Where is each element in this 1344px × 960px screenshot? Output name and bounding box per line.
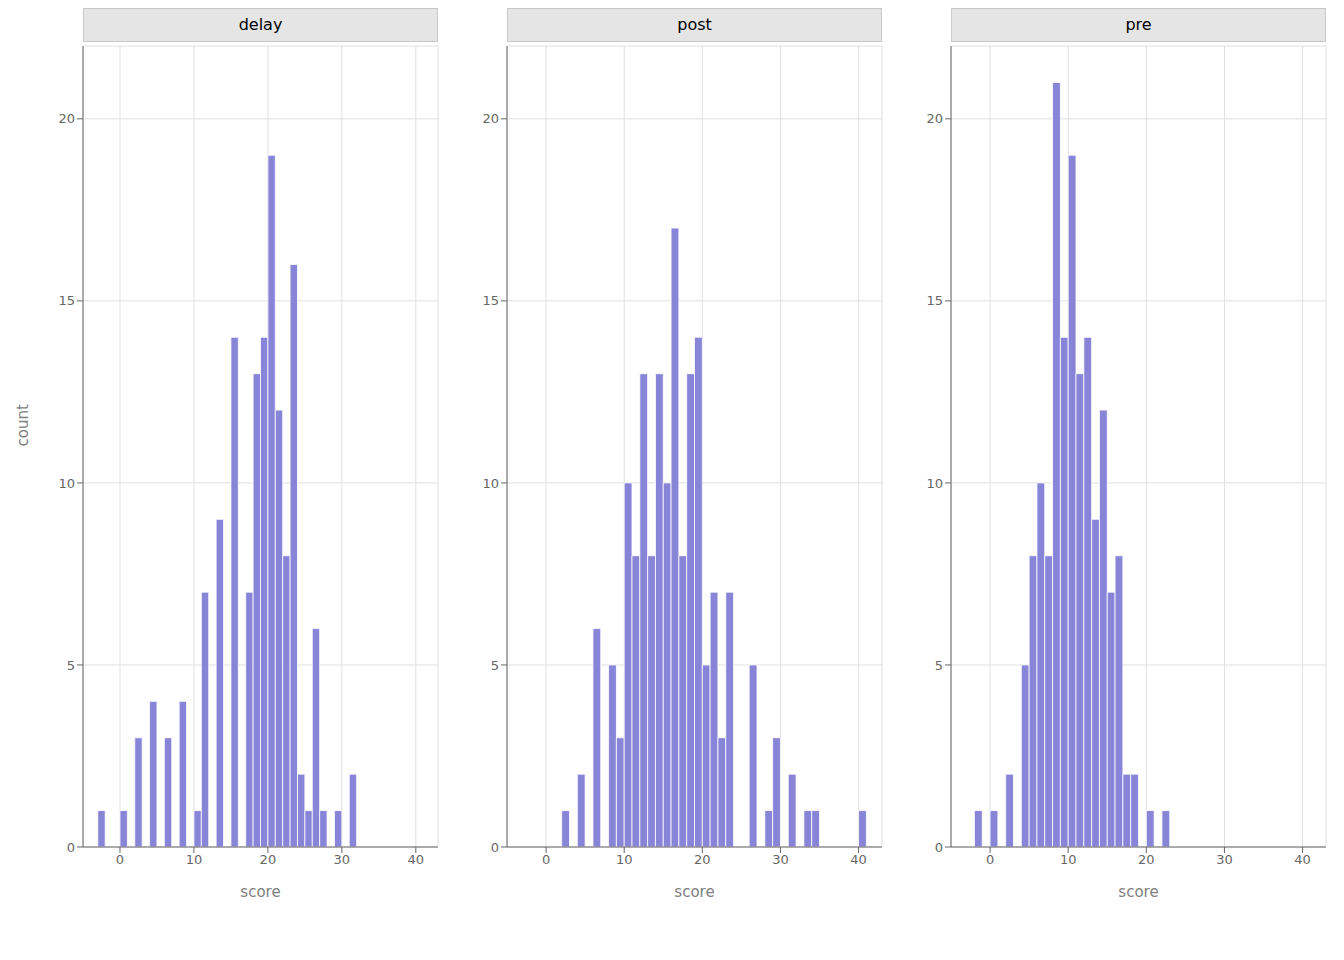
svg-text:score: score	[240, 883, 280, 901]
svg-text:20: 20	[926, 111, 943, 126]
svg-text:0: 0	[67, 840, 75, 855]
svg-text:0: 0	[935, 840, 943, 855]
svg-text:15: 15	[58, 293, 75, 308]
svg-text:20: 20	[58, 111, 75, 126]
svg-text:30: 30	[1216, 852, 1233, 867]
svg-text:15: 15	[926, 293, 943, 308]
svg-text:20: 20	[694, 852, 711, 867]
svg-text:20: 20	[1138, 852, 1155, 867]
svg-text:30: 30	[772, 852, 789, 867]
svg-text:10: 10	[1060, 852, 1077, 867]
svg-text:15: 15	[482, 293, 499, 308]
svg-text:5: 5	[67, 658, 75, 673]
svg-text:10: 10	[58, 476, 75, 491]
svg-text:40: 40	[850, 852, 867, 867]
svg-text:40: 40	[408, 852, 425, 867]
svg-text:20: 20	[260, 852, 277, 867]
svg-text:0: 0	[542, 852, 550, 867]
html-text:pre: pre	[1125, 15, 1152, 34]
svg-text:score: score	[674, 883, 714, 901]
svg-text:10: 10	[926, 476, 943, 491]
html-text:post: post	[677, 15, 712, 34]
svg-text:5: 5	[935, 658, 943, 673]
svg-text:count: count	[14, 404, 32, 446]
svg-text:score: score	[1118, 883, 1158, 901]
svg-text:0: 0	[491, 840, 499, 855]
svg-text:20: 20	[482, 111, 499, 126]
svg-text:10: 10	[186, 852, 203, 867]
svg-text:10: 10	[482, 476, 499, 491]
html-text:delay: delay	[238, 15, 283, 34]
svg-text:0: 0	[986, 852, 994, 867]
svg-text:30: 30	[334, 852, 351, 867]
svg-text:40: 40	[1294, 852, 1311, 867]
svg-text:5: 5	[491, 658, 499, 673]
svg-text:0: 0	[116, 852, 124, 867]
svg-text:10: 10	[616, 852, 633, 867]
